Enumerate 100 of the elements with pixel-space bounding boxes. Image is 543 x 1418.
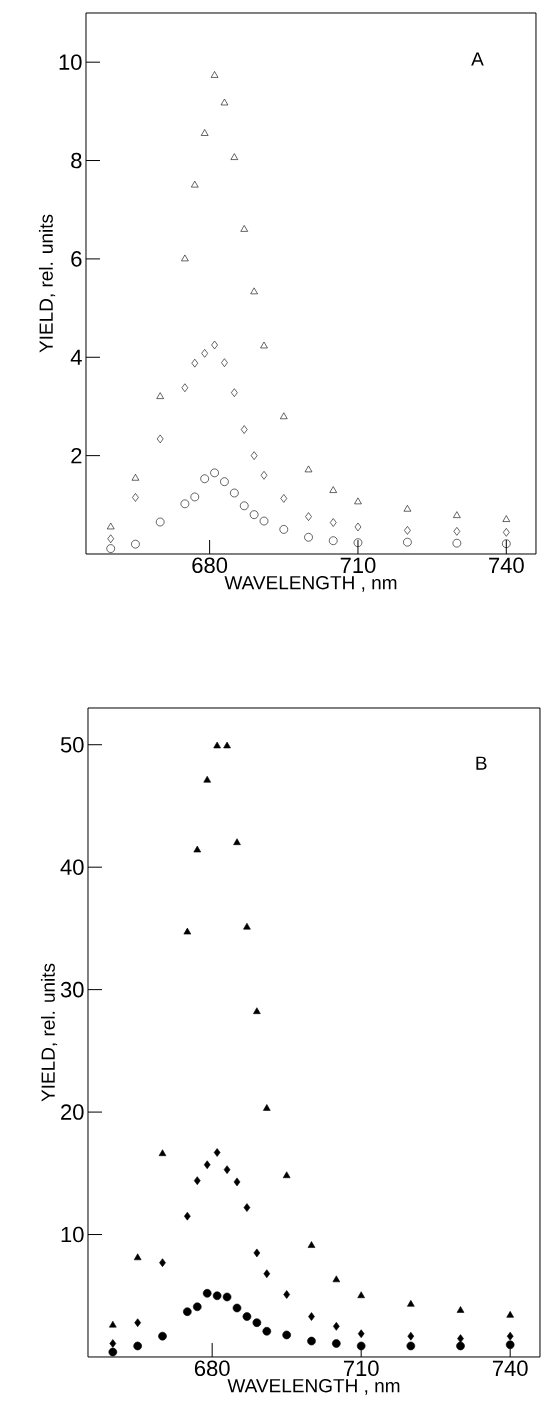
point [357, 1329, 365, 1339]
x-tick-label: 710 [343, 1360, 379, 1377]
point [108, 1347, 118, 1357]
point [262, 1326, 272, 1336]
y-tick-label: 4 [70, 349, 82, 365]
point [249, 510, 259, 519]
point [213, 1148, 221, 1157]
point [505, 1340, 515, 1350]
x-tick-label: 740 [489, 557, 524, 574]
point [191, 358, 199, 368]
point [203, 775, 211, 783]
point [452, 538, 462, 548]
point [131, 539, 140, 549]
point [404, 526, 411, 535]
point [252, 1318, 262, 1327]
point [133, 1341, 142, 1351]
point [260, 471, 268, 480]
point [222, 1292, 232, 1302]
point [201, 349, 208, 358]
text: B [476, 756, 487, 770]
point [132, 493, 139, 502]
point [233, 838, 241, 845]
point [307, 1336, 316, 1346]
point [223, 1165, 231, 1174]
point [329, 518, 337, 527]
y-tick-label: 2 [71, 447, 82, 464]
point [328, 536, 338, 546]
point [131, 473, 140, 481]
point [263, 1104, 271, 1111]
x-tick-label: 680 [192, 557, 228, 574]
point [181, 254, 189, 262]
point [210, 468, 219, 478]
point [304, 465, 313, 473]
point [240, 225, 248, 232]
y-tick-label: 50 [60, 736, 84, 753]
point [253, 1007, 261, 1014]
point [133, 1253, 142, 1261]
point [192, 1302, 202, 1312]
point [239, 501, 249, 511]
point [260, 341, 268, 349]
point [202, 1289, 212, 1298]
point [332, 1275, 341, 1283]
point [333, 1322, 340, 1331]
y-tick-label: 20 [61, 1104, 84, 1120]
point [280, 412, 288, 420]
x-tick-label: 740 [492, 1360, 528, 1377]
x-tick-label: 710 [340, 557, 376, 574]
point [193, 845, 202, 853]
point [210, 71, 219, 78]
point [107, 534, 115, 544]
point [191, 180, 199, 188]
point [259, 516, 269, 526]
point [230, 488, 239, 498]
point [506, 1331, 514, 1341]
point [250, 287, 258, 295]
x-axis-title: WAVELENGTH , nm [227, 1378, 400, 1395]
point [503, 528, 510, 537]
y-tick-label: 30 [60, 981, 84, 998]
point [184, 1211, 191, 1221]
point [407, 1331, 415, 1341]
point [502, 515, 511, 522]
point [232, 1303, 242, 1313]
point [283, 1290, 290, 1299]
point [193, 1176, 201, 1185]
point [109, 1320, 117, 1328]
point [456, 1341, 465, 1351]
point [250, 451, 258, 460]
point [282, 1171, 291, 1179]
point [180, 499, 190, 509]
point [305, 512, 312, 521]
point [407, 1300, 415, 1307]
point [304, 532, 313, 542]
text: A [471, 52, 484, 66]
point [231, 388, 238, 397]
point [242, 1312, 252, 1321]
point [453, 527, 461, 536]
point [203, 1160, 211, 1170]
y-tick-label: 40 [60, 859, 84, 875]
point [181, 383, 189, 393]
point [230, 153, 239, 160]
point [307, 1241, 316, 1248]
y-tick-label: 8 [71, 152, 82, 169]
point [200, 129, 209, 136]
point [221, 358, 228, 367]
point [332, 1339, 341, 1348]
x-axis-title: WAVELENGTH , nm [224, 575, 397, 592]
point [240, 425, 248, 434]
y-axis-title: YIELD, rel. units [38, 214, 56, 353]
point [158, 1149, 167, 1157]
point [356, 1341, 366, 1351]
point [502, 539, 511, 548]
point [354, 497, 362, 505]
point [200, 474, 209, 484]
point [220, 98, 229, 106]
point [456, 1306, 465, 1313]
point [457, 1334, 464, 1343]
point [453, 511, 461, 518]
x-tick-label: 680 [194, 1360, 230, 1377]
point [403, 537, 412, 547]
point [308, 1312, 315, 1321]
